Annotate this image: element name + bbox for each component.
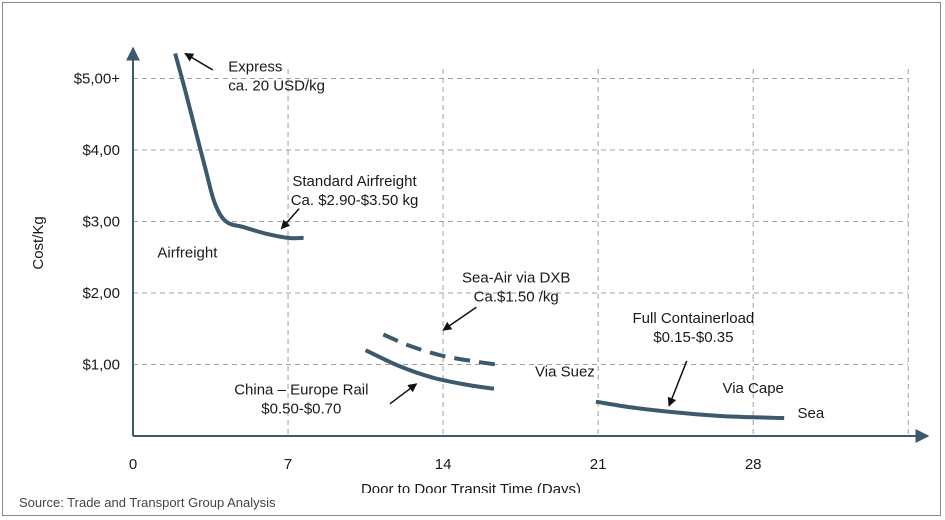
annotation-label: Full Containerload $0.15-$0.35 [633,310,755,346]
annotation-line: China – Europe Rail [234,382,368,399]
series-line-4 [595,399,785,421]
annotation-arrow [389,383,418,405]
x-tick-label: 21 [590,456,607,473]
annotation-label: Via Cape [722,380,783,397]
annotation-line: Full Containerload [633,310,755,327]
annotations: Express ca. 20 USD/kg Standard Airfreight C… [157,52,825,422]
annotation-line: Sea [798,405,825,422]
axes [126,46,930,443]
axis-labels: $1,00 $2,00 $3,00 $4,00 $5,00+ 0 7 14 21 28 Door t… [30,71,762,494]
annotation-line: Express [228,58,282,75]
annotation-line: Ca. $2.90-$3.50 kg [291,192,419,209]
chart-svg: Express ca. 20 USD/kg Standard Airfreight C… [30,46,930,494]
y-tick-label: $4,00 [82,142,120,159]
x-tick-label: 7 [284,456,292,473]
series-lines [173,52,785,421]
source-note: Source: Trade and Transport Group Analys… [19,495,276,510]
annotation-line: ca. 20 USD/kg [228,77,325,94]
annotation-label: Standard Airfreight Ca. $2.90-$3.50 kg [291,173,419,209]
series-line-3 [364,348,495,391]
annotation-label: Airfreight [157,244,218,261]
annotation-label: Express ca. 20 USD/kg [228,58,325,94]
annotation-line: Airfreight [157,244,218,261]
x-tick-label: 14 [435,456,452,473]
y-tick-label: $1,00 [82,357,120,374]
annotation-line: Via Cape [722,380,783,397]
x-tick-label: 28 [745,456,762,473]
annotation-line: Via Suez [535,364,595,381]
y-tick-label: $3,00 [82,214,120,231]
y-tick-label: $2,00 [82,285,120,302]
annotation-line: $0.50-$0.70 [261,401,341,418]
y-tick-label: $5,00+ [74,71,121,88]
annotation-arrow [667,360,688,407]
annotation-arrow [280,208,300,230]
series-line-1 [173,52,304,241]
x-axis-title: Door to Door Transit Time (Days) [361,481,581,493]
series-line-2 [382,332,497,367]
annotation-line: Ca.$1.50 /kg [474,288,559,305]
grid-lines [133,69,909,436]
annotation-label: Sea-Air via DXB Ca.$1.50 /kg [462,269,570,305]
annotation-label: Sea [798,405,825,422]
annotation-arrow [184,52,214,71]
y-axis-title: Cost/Kg [30,216,47,269]
annotation-label: China – Europe Rail $0.50-$0.70 [234,382,368,418]
annotation-line: Standard Airfreight [292,173,417,190]
annotation-line: $0.15-$0.35 [653,329,733,346]
x-tick-label: 0 [129,456,137,473]
annotation-line: Sea-Air via DXB [462,269,570,286]
annotation-arrow [442,306,477,331]
annotation-label: Via Suez [535,364,595,381]
